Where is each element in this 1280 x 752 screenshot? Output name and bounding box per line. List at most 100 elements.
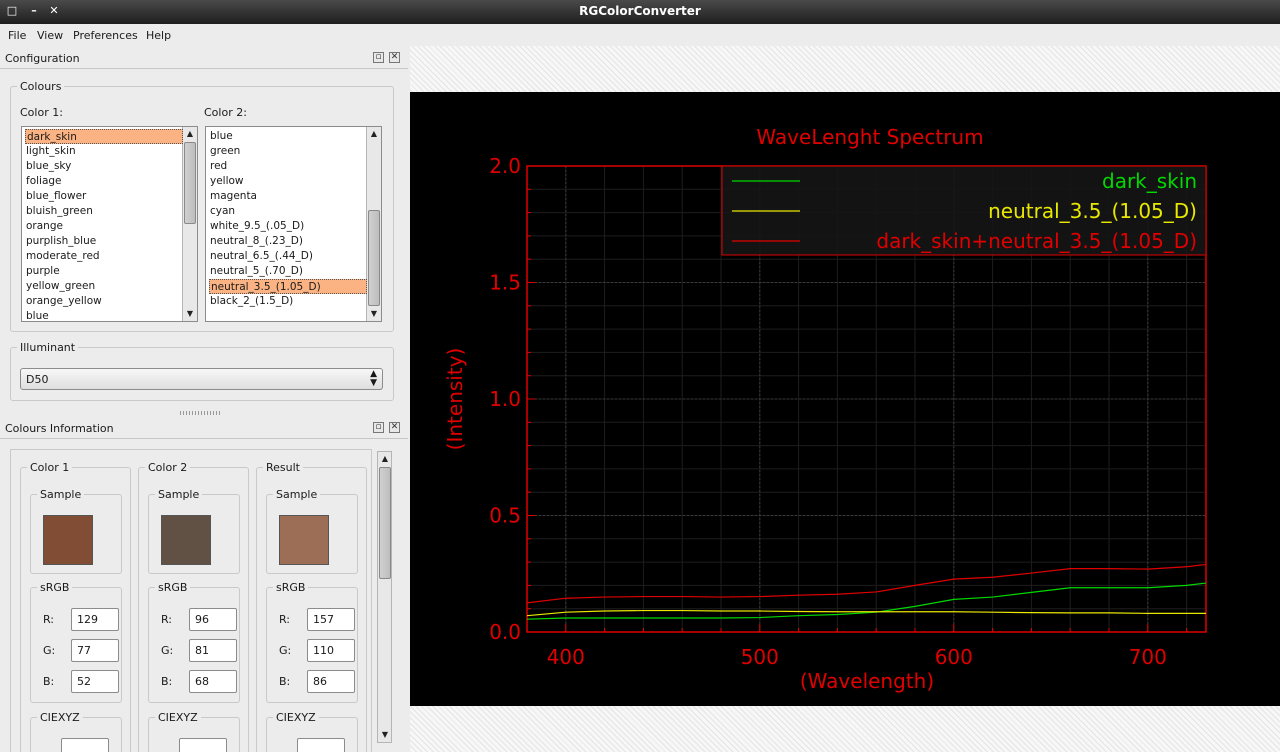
color2-list-item[interactable]: white_9.5_(.05_D) [210,220,305,232]
y-tick-label: 0.0 [489,620,521,644]
color2-list-item[interactable]: neutral_3.5_(1.05_D) [209,279,367,294]
y-tick-label: 1.0 [489,387,521,411]
color1-list-item[interactable]: orange [26,220,63,232]
b-input[interactable]: 68 [189,670,237,693]
color1-list-item[interactable]: yellow_green [26,280,96,292]
color2-list-item[interactable]: neutral_6.5_(.44_D) [210,250,313,262]
close-dock-icon[interactable]: ✕ [389,52,400,63]
colours-information-title: Colours Information [5,422,114,435]
srgb-group: sRGB R: 96 G: 81 B: 68 [148,581,240,703]
sample-group: Sample [266,488,358,574]
menu-preferences[interactable]: Preferences [73,29,138,42]
srgb-label: sRGB [37,581,73,594]
menu-file[interactable]: File [8,29,27,42]
menu-view[interactable]: View [37,29,64,42]
info-column-color-1: Color 1 Sample sRGB R: 129 G: 77 B: 52 C… [20,461,131,752]
illuminant-group: Illuminant D50 ▲ ▼ [10,341,394,401]
float-dock-icon[interactable]: ▫ [373,52,384,63]
colour-swatch [43,515,93,565]
color1-list-item[interactable]: purplish_blue [26,235,97,247]
g-input[interactable]: 81 [189,639,237,662]
color1-scrollbar[interactable]: ▲ ▼ [182,127,197,321]
colours-information-area [10,449,372,752]
sample-group: Sample [148,488,240,574]
float-dock-icon[interactable]: ▫ [373,422,384,433]
b-input[interactable]: 52 [71,670,119,693]
x-input[interactable] [179,738,227,752]
ciexyz-label: CIEXYZ [155,711,201,724]
ciexyz-group: CIEXYZ [30,711,122,752]
scroll-up-icon[interactable]: ▲ [381,454,389,463]
ciexyz-group: CIEXYZ [266,711,358,752]
sample-label: Sample [273,488,321,501]
configuration-dock: Configuration ▫ ✕ Colours Color 1: Color… [0,47,408,410]
illuminant-select[interactable]: D50 ▲ ▼ [20,368,383,390]
color1-list-item[interactable]: light_skin [26,145,76,157]
x-tick-label: 500 [741,645,779,669]
r-input[interactable]: 96 [189,608,237,631]
srgb-group: sRGB R: 157 G: 110 B: 86 [266,581,358,703]
r-input[interactable]: 129 [71,608,119,631]
window-menu-icon[interactable]: □ [6,4,18,17]
srgb-group: sRGB R: 129 G: 77 B: 52 [30,581,122,703]
info-column-result: Result Sample sRGB R: 157 G: 110 B: 86 C… [256,461,367,752]
window-title: RGColorConverter [579,4,701,18]
color1-list-item[interactable]: foliage [26,175,62,187]
colour-swatch [279,515,329,565]
color1-list-item[interactable]: purple [26,265,60,277]
b-input[interactable]: 86 [307,670,355,693]
series-line-0 [526,582,1207,620]
g-input[interactable]: 77 [71,639,119,662]
color1-list-item[interactable]: blue [26,310,49,322]
color1-list-item[interactable]: blue_sky [26,160,72,172]
color2-list-item[interactable]: blue [210,130,233,142]
color1-list-item[interactable]: orange_yellow [26,295,102,307]
scroll-thumb[interactable] [379,467,391,579]
color2-list-item[interactable]: yellow [210,175,244,187]
spin-arrows-icon: ▲ ▼ [370,369,377,388]
ciexyz-label: CIEXYZ [273,711,319,724]
color2-list-item[interactable]: cyan [210,205,236,217]
scroll-up-icon[interactable]: ▲ [370,129,378,138]
colours-information-dock: Colours Information ▫ ✕ Color 1 Sample s… [0,417,408,752]
g-input[interactable]: 110 [307,639,355,662]
color1-list-item[interactable]: moderate_red [26,250,100,262]
color1-list-item[interactable]: bluish_green [26,205,93,217]
menu-bar: File View Preferences Help [0,24,1280,46]
scroll-down-icon[interactable]: ▼ [381,730,389,739]
info-column-title: Color 1 [27,461,73,474]
color2-list-item[interactable]: neutral_5_(.70_D) [210,265,303,277]
color2-list-item[interactable]: magenta [210,190,257,202]
color2-list-item[interactable]: green [210,145,241,157]
scroll-down-icon[interactable]: ▼ [186,309,194,318]
color2-scrollbar[interactable]: ▲ ▼ [366,127,381,321]
color2-list-item[interactable]: red [210,160,228,172]
color1-list-item[interactable]: dark_skin [25,129,183,144]
info-scrollbar[interactable]: ▲ ▼ [377,451,392,743]
minimize-icon[interactable]: – [31,4,37,17]
close-dock-icon[interactable]: ✕ [389,422,400,433]
menu-help[interactable]: Help [146,29,172,42]
color2-list-item[interactable]: neutral_8_(.23_D) [210,235,303,247]
colours-information-dock-header: Colours Information ▫ ✕ [0,417,408,439]
r-input[interactable]: 157 [307,608,355,631]
scroll-down-icon[interactable]: ▼ [370,309,378,318]
color1-list-item[interactable]: blue_flower [26,190,87,202]
legend-box [721,165,1207,256]
y-tick-label: 1.5 [489,271,521,295]
colours-group: Colours Color 1: Color 2: ▲ ▼ dark_skin l… [10,80,394,332]
x-axis-label: (Wavelength) [800,669,934,693]
info-column-title: Color 2 [145,461,191,474]
color2-list[interactable]: ▲ ▼ blue green red yellow magenta cyan white_9… [205,126,382,322]
scroll-up-icon[interactable]: ▲ [186,129,194,138]
color2-list-item[interactable]: black_2_(1.5_D) [210,295,294,307]
x-input[interactable] [61,738,109,752]
x-tick-label: 400 [547,645,585,669]
scroll-thumb[interactable] [184,142,196,224]
close-window-icon[interactable]: ✕ [49,4,59,17]
dock-splitter-handle[interactable] [180,411,220,415]
spectrum-chart: 400 500 600 700 0.0 0.5 1.0 1.5 2.0 WaveLenght Sp… [443,125,1207,693]
x-input[interactable] [297,738,345,752]
scroll-thumb[interactable] [368,210,380,306]
